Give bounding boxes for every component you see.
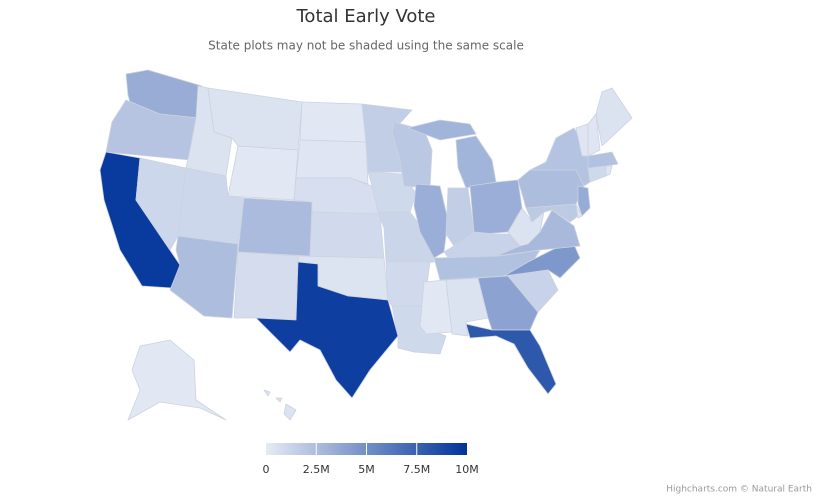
color-axis-label: 5M (358, 463, 375, 476)
state (169, 235, 239, 319)
color-axis-label: 0 (263, 463, 270, 476)
chart-subtitle: State plots may not be shaded using the … (208, 39, 524, 53)
state (595, 87, 633, 147)
state (465, 323, 557, 395)
credits: Highcharts.com © Natural Earth (666, 485, 812, 495)
state (263, 389, 297, 421)
state (587, 113, 601, 157)
state (507, 269, 559, 313)
color-axis-label: 10M (455, 463, 479, 476)
state (419, 279, 453, 335)
state (507, 207, 545, 247)
states (99, 69, 633, 421)
state (575, 203, 583, 219)
state (237, 197, 313, 257)
state (413, 183, 449, 259)
state (309, 211, 385, 259)
color-axis-label: 2.5M (303, 463, 330, 476)
state (605, 165, 613, 177)
state (227, 145, 299, 201)
state (299, 101, 367, 143)
state (577, 185, 591, 217)
state (587, 151, 619, 169)
state (295, 139, 369, 185)
state (127, 339, 227, 421)
state (517, 169, 585, 209)
state (255, 261, 399, 399)
chart-title: Total Early Vote (296, 6, 436, 27)
state (135, 157, 187, 251)
state (233, 251, 299, 321)
color-axis-label: 7.5M (403, 463, 430, 476)
state (587, 165, 607, 183)
